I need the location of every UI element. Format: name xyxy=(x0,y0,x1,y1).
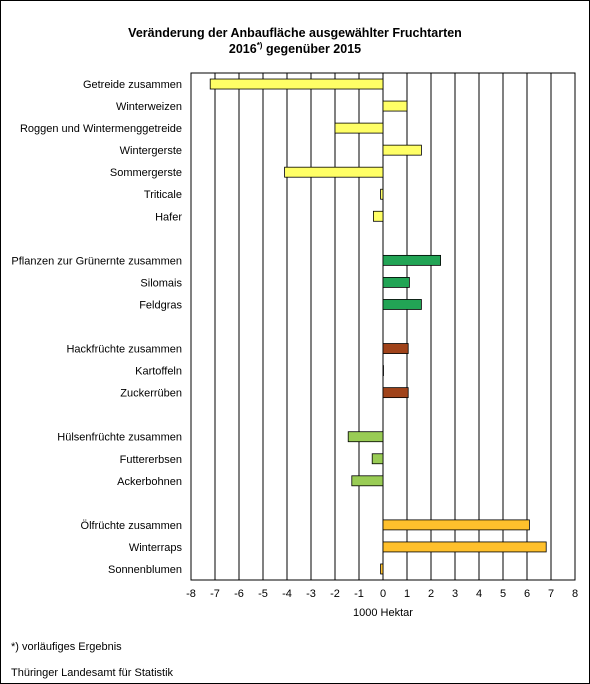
category-label: Getreide zusammen xyxy=(83,79,182,91)
category-label: Roggen und Wintermenggetreide xyxy=(20,123,182,135)
x-axis-label: 1000 Hektar xyxy=(353,607,413,619)
category-label: Winterweizen xyxy=(116,101,182,113)
category-label: Kartoffeln xyxy=(135,366,182,378)
bar xyxy=(371,453,384,465)
footnote: *) vorläufiges Ergebnis xyxy=(11,641,122,653)
x-tick-label: -6 xyxy=(234,588,244,600)
x-tick-label: -1 xyxy=(354,588,364,600)
category-label: Hackfrüchte zusammen xyxy=(66,344,182,356)
x-tick-label: 8 xyxy=(572,588,578,600)
bar xyxy=(382,387,409,399)
bar xyxy=(382,277,410,288)
bar xyxy=(334,122,384,134)
bar xyxy=(284,166,384,178)
x-tick-label: -8 xyxy=(186,588,196,600)
x-tick-label: 4 xyxy=(476,588,482,600)
bar-chart: Getreide zusammen Winterweizen Roggen und … xyxy=(11,72,578,619)
category-label: Ölfrüchte zusammen xyxy=(81,520,182,532)
source-note: Thüringer Landesamt für Statistik xyxy=(11,667,174,679)
category-label: Wintergerste xyxy=(120,145,182,157)
x-tick-label: 6 xyxy=(524,588,530,600)
category-label: Futtererbsen xyxy=(120,454,182,466)
x-tick-label: -2 xyxy=(330,588,340,600)
bar xyxy=(382,254,441,266)
category-label: Ackerbohnen xyxy=(117,476,182,488)
x-tick-label: -7 xyxy=(210,588,220,600)
category-label: Hülsenfrüchte zusammen xyxy=(57,432,182,444)
category-label: Triticale xyxy=(144,189,182,201)
bar xyxy=(380,563,384,575)
x-tick-label: 1 xyxy=(404,588,410,600)
category-labels: Getreide zusammen Winterweizen Roggen und … xyxy=(11,79,182,576)
bar xyxy=(382,541,547,553)
bar xyxy=(372,210,384,222)
x-tick-label: -4 xyxy=(282,588,292,600)
x-tick-label: 0 xyxy=(380,588,386,600)
x-tick-label: -3 xyxy=(306,588,316,600)
plot-area xyxy=(190,72,576,581)
bar xyxy=(209,78,384,90)
grid-lines xyxy=(214,73,552,580)
bar xyxy=(382,100,408,112)
category-label: Hafer xyxy=(155,211,182,223)
bar xyxy=(382,519,530,531)
bar xyxy=(382,365,384,376)
category-label: Silomais xyxy=(140,277,182,289)
x-tick-labels: -8 -7 -6 -5 -4 -3 -2 -1 0 1 2 3 4 5 6 7 8 xyxy=(186,588,578,600)
category-label: Sommergerste xyxy=(110,167,182,179)
x-tick-label: -5 xyxy=(258,588,268,600)
chart-title: Veränderung der Anbaufläche ausgewählter… xyxy=(128,26,462,40)
x-tick-label: 7 xyxy=(548,588,554,600)
category-label: Sonnenblumen xyxy=(108,564,182,576)
category-label: Zuckerrüben xyxy=(120,388,182,400)
x-tick-label: 3 xyxy=(452,588,458,600)
bar xyxy=(382,343,409,354)
bar xyxy=(382,144,422,156)
category-label: Feldgras xyxy=(139,299,182,311)
bar xyxy=(380,188,384,200)
bar xyxy=(351,475,384,487)
x-tick-label: 5 xyxy=(500,588,506,600)
chart-subtitle: 2016*) gegenüber 2015 xyxy=(228,41,362,57)
bars xyxy=(209,78,547,575)
bar xyxy=(347,431,384,443)
category-label: Winterraps xyxy=(129,542,183,554)
bar xyxy=(382,299,422,310)
x-tick-label: 2 xyxy=(428,588,434,600)
category-label: Pflanzen zur Grünernte zusammen xyxy=(11,255,182,267)
